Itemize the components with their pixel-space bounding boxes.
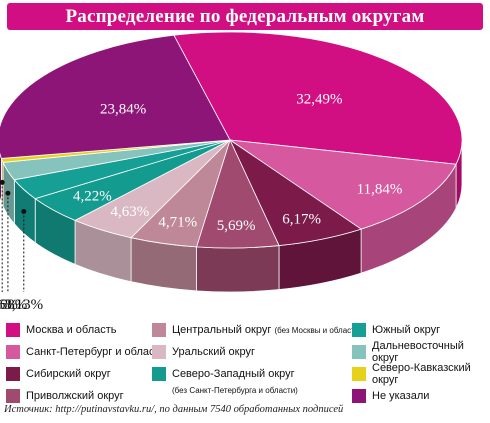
callout-label: 2,68%: [0, 297, 27, 313]
pie-slice-label: 5,69%: [217, 218, 256, 234]
legend-item-ural: Уральский округ: [152, 342, 255, 362]
legend-swatch: [352, 367, 366, 381]
pie-slice-label: 32,49%: [296, 92, 342, 108]
legend-item-unspecified: Не указали: [352, 386, 429, 406]
legend-label: Приволжский округ: [26, 390, 124, 402]
legend-note-northwest: (без Санкт-Петербурга и области): [172, 386, 298, 395]
callout-label: 0,6%: [0, 297, 18, 313]
chart-title-bar: Распределение по федеральным округам: [7, 3, 483, 30]
legend-label: Москва и область: [26, 324, 117, 336]
pie-slice-label: 6,17%: [282, 211, 321, 227]
pie-slice-label: 11,84%: [357, 181, 403, 197]
legend-label: Южный округ: [372, 324, 441, 336]
callout-label: 3,13%: [4, 297, 43, 313]
legend-note: (без Москвы и области): [274, 325, 362, 335]
legend-swatch: [6, 389, 20, 403]
legend-swatch: [152, 367, 166, 381]
chart-title: Распределение по федеральным округам: [65, 5, 425, 27]
callout-dot: [21, 208, 27, 214]
legend-swatch: [6, 345, 20, 359]
legend-swatch: [352, 345, 366, 359]
legend-item-north-caucasus: Северо-Кавказский округ: [352, 362, 486, 386]
legend-swatch: [152, 323, 166, 337]
legend-label: Сибирский округ: [26, 368, 111, 380]
legend-swatch: [152, 345, 166, 359]
callout-dot: [0, 179, 5, 185]
legend-label: Уральский округ: [172, 346, 255, 358]
source-note: Источник: http://putinavstavku.ru/, по д…: [4, 404, 344, 415]
legend-swatch: [352, 389, 366, 403]
pie-slice: [0, 34, 231, 159]
legend-swatch: [6, 323, 20, 337]
legend-item-volga: Приволжский округ: [6, 386, 124, 406]
legend-label: Северо-Западный округ: [172, 368, 295, 380]
pie-slice: [229, 139, 457, 230]
pie-slice-side: [0, 152, 2, 203]
legend-label: Центральный округ: [172, 324, 272, 336]
callout-dot: [5, 190, 11, 196]
legend-item-fareast: Дальневосточный округ: [352, 340, 486, 364]
legend-label: Дальневосточный округ: [372, 340, 464, 364]
legend-label: Санкт-Петербург и область: [26, 346, 166, 358]
legend-item-northwest: Северо-Западный округ: [152, 364, 295, 384]
legend-item-moscow: Москва и область: [6, 320, 117, 340]
pie-slice-label: 23,84%: [100, 102, 146, 118]
legend-swatch: [352, 323, 366, 337]
pie-slice-side: [196, 245, 280, 293]
legend-label: Северо-Кавказский округ: [372, 362, 471, 386]
legend-item-spb: Санкт-Петербург и область: [6, 342, 165, 362]
pie-slice-label: 4,63%: [111, 204, 150, 220]
pie-slice-label: 4,22%: [73, 189, 112, 205]
pie-slice-label: 4,71%: [158, 215, 197, 231]
legend-label: Не указали: [372, 390, 430, 402]
legend-item-siberian: Сибирский округ: [6, 364, 111, 384]
legend-item-central: Центральный округ (без Москвы и области): [152, 320, 362, 340]
pie-slice: [173, 31, 463, 165]
legend-swatch: [6, 367, 20, 381]
pie-chart: 32,49% 11,84% 6,17% 5,69% 4,71% 4,63%4,22% 23,…: [0, 31, 463, 313]
legend-item-south: Южный округ: [352, 320, 440, 340]
